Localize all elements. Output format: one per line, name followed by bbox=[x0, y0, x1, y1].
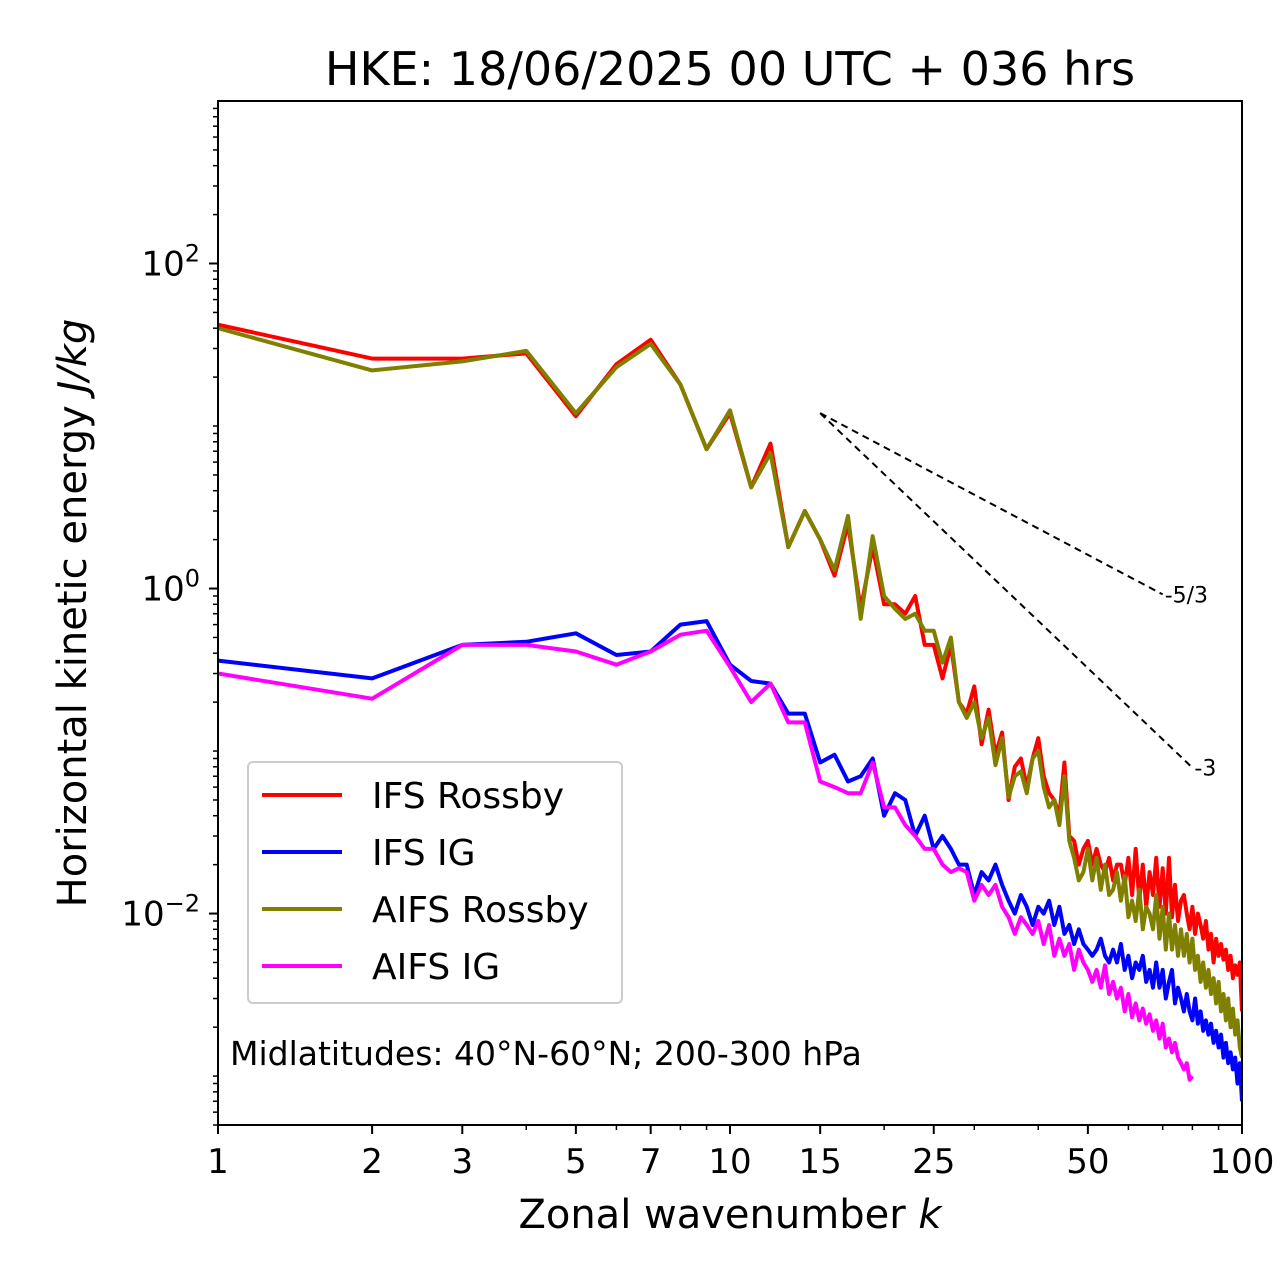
x-tick-label: 10 bbox=[708, 1142, 751, 1182]
x-tick-label: 7 bbox=[640, 1142, 662, 1182]
x-tick-label: 15 bbox=[799, 1142, 842, 1182]
legend-label-aifs-ig: AIFS IG bbox=[372, 947, 500, 988]
y-axis-label: Horizontal kinetic energy J/kg bbox=[50, 319, 96, 908]
legend: IFS Rossby IFS IG AIFS Rossby AIFS IG bbox=[247, 761, 623, 1004]
legend-label-ifs-rossby: IFS Rossby bbox=[372, 776, 564, 817]
y-tick-label: 10−2 bbox=[121, 890, 200, 935]
y-tick-label: 102 bbox=[141, 240, 200, 285]
legend-label-aifs-rossby: AIFS Rossby bbox=[372, 890, 589, 931]
reference-line-minus-5-3-label: -5/3 bbox=[1165, 583, 1208, 608]
x-axis-label: Zonal wavenumber k bbox=[518, 1192, 943, 1238]
reference-line-minus-3-label: -3 bbox=[1194, 757, 1216, 782]
series-line-ifs-ig bbox=[218, 619, 1242, 1102]
x-tick-label: 100 bbox=[1210, 1142, 1275, 1182]
chart-title: HKE: 18/06/2025 00 UTC + 036 hrs bbox=[325, 42, 1135, 96]
series-line-aifs-rossby bbox=[218, 326, 1242, 1059]
x-tick-label: 5 bbox=[565, 1142, 587, 1182]
x-tick-label: 3 bbox=[451, 1142, 473, 1182]
series-line-aifs-ig bbox=[218, 628, 1194, 1082]
series-lines bbox=[218, 322, 1242, 1102]
y-tick-label: 100 bbox=[141, 565, 200, 610]
x-tick-label: 1 bbox=[207, 1142, 229, 1182]
x-tick-label: 50 bbox=[1066, 1142, 1109, 1182]
x-axis-ticks: 1 2 3 5 7 10 15 25 50 100 bbox=[207, 1125, 1274, 1182]
reference-slope-lines: -5/3 -3 bbox=[819, 412, 1216, 782]
x-tick-label: 2 bbox=[361, 1142, 383, 1182]
plot-frame bbox=[217, 100, 1243, 1126]
reference-line-minus-5-3 bbox=[819, 412, 1164, 596]
region-annotation: Midlatitudes: 40°N-60°N; 200-300 hPa bbox=[230, 1034, 862, 1073]
y-axis-ticks: 102 100 10−2 bbox=[121, 107, 218, 1126]
legend-label-ifs-ig: IFS IG bbox=[372, 833, 476, 874]
reference-line-minus-3 bbox=[819, 412, 1194, 769]
x-tick-label: 25 bbox=[912, 1142, 955, 1182]
legend-box bbox=[247, 761, 623, 1004]
